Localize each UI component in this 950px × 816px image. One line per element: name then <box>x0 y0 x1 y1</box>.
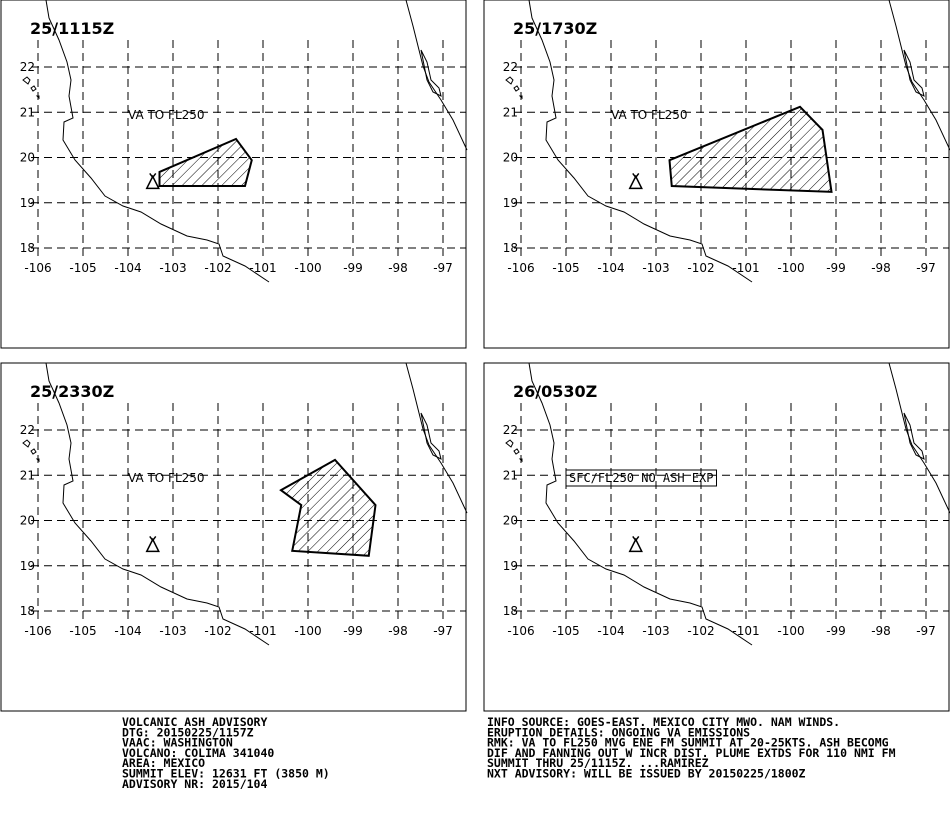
map-panel: -106 -105 -104 -103 -102 -101 -100 -99 -98 -97 18 1… <box>483 0 950 349</box>
volcano-symbol <box>145 535 160 553</box>
label-box <box>565 469 717 487</box>
advisory-line: RMK: VA TO FL250 MVG ENE FM SUMMIT AT 20… <box>487 736 889 750</box>
ash-area <box>279 458 377 557</box>
lat-tick-label: 21 <box>503 468 518 482</box>
lon-tick-label: -100 <box>777 261 804 275</box>
lat-tick-label: 20 <box>20 514 35 528</box>
lat-tick-label: 18 <box>503 604 518 618</box>
lon-tick-label: -105 <box>552 624 579 638</box>
lat-tick-label: 22 <box>20 423 35 437</box>
lon-tick-label: -98 <box>388 261 408 275</box>
advisory-line: VOLCANO: COLIMA 341040 <box>122 746 274 760</box>
advisory-line: ERUPTION DETAILS: ONGOING VA EMISSIONS <box>487 725 750 739</box>
lat-tick-label: 21 <box>20 105 35 119</box>
lat-tick-label: 20 <box>20 151 35 165</box>
panel-time: 26/0530Z <box>513 382 597 401</box>
panels: -106 -105 -104 -103 -102 -101 -100 -99 -98 -97 18 1… <box>0 0 950 712</box>
lon-tick-label: -103 <box>159 261 186 275</box>
ash-area <box>158 137 253 188</box>
lon-tick-label: -97 <box>433 261 453 275</box>
lon-tick-label: -97 <box>916 261 936 275</box>
panel-time: 25/1730Z <box>513 19 597 38</box>
lon-tick-label: -105 <box>69 261 96 275</box>
lon-tick-label: -101 <box>249 624 276 638</box>
panel-time: 25/2330Z <box>30 382 114 401</box>
lon-tick-label: -103 <box>159 624 186 638</box>
panel-label: VA TO FL250 <box>611 108 688 122</box>
lon-tick-label: -104 <box>114 261 141 275</box>
lon-tick-label: -105 <box>69 624 96 638</box>
lon-tick-label: -104 <box>597 624 624 638</box>
lon-tick-label: -101 <box>732 624 759 638</box>
lat-tick-label: 20 <box>503 151 518 165</box>
lon-tick-label: -104 <box>597 261 624 275</box>
lat-tick-label: 19 <box>20 196 35 210</box>
advisory-line: DTG: 20150225/1157Z <box>122 725 254 739</box>
map-panel: -106 -105 -104 -103 -102 -101 -100 -99 -98 -97 18 1… <box>0 0 468 349</box>
lon-tick-label: -101 <box>732 261 759 275</box>
lon-tick-label: -102 <box>204 261 231 275</box>
lat-tick-label: 22 <box>503 60 518 74</box>
lon-tick-label: -97 <box>916 624 936 638</box>
advisory-line: NXT ADVISORY: WILL BE ISSUED BY 20150225… <box>487 767 806 781</box>
lon-tick-label: -99 <box>826 261 846 275</box>
lon-tick-label: -98 <box>388 624 408 638</box>
lon-tick-label: -106 <box>24 624 51 638</box>
ash-area <box>668 105 833 193</box>
map-panel: -106 -105 -104 -103 -102 -101 -100 -99 -98 -97 18 1… <box>0 362 468 712</box>
panel-label: VA TO FL250 <box>128 471 205 485</box>
lon-tick-label: -106 <box>507 624 534 638</box>
lon-tick-label: -103 <box>642 624 669 638</box>
panel-border <box>483 362 950 712</box>
advisory-line: SUMMIT THRU 25/1115Z. ...RAMIREZ <box>487 756 709 770</box>
lon-tick-label: -99 <box>343 261 363 275</box>
lon-tick-label: -106 <box>507 261 534 275</box>
lat-tick-label: 19 <box>503 559 518 573</box>
lat-tick-label: 18 <box>20 241 35 255</box>
lon-tick-label: -100 <box>294 261 321 275</box>
lon-tick-label: -102 <box>687 624 714 638</box>
lat-tick-label: 18 <box>20 604 35 618</box>
advisory-line: DIF AND FANNING OUT W INCR DIST. PLUME E… <box>487 746 896 760</box>
lon-tick-label: -105 <box>552 261 579 275</box>
advisory-line: SUMMIT ELEV: 12631 FT (3850 M) <box>122 767 330 781</box>
lon-tick-label: -100 <box>294 624 321 638</box>
lat-tick-label: 21 <box>503 105 518 119</box>
panel-time: 25/1115Z <box>30 19 114 38</box>
advisory-line: ADVISORY NR: 2015/104 <box>122 777 267 791</box>
lon-tick-label: -98 <box>871 261 891 275</box>
lon-tick-label: -100 <box>777 624 804 638</box>
lon-tick-label: -102 <box>204 624 231 638</box>
lon-tick-label: -104 <box>114 624 141 638</box>
advisory-line: VOLCANIC ASH ADVISORY <box>122 715 267 729</box>
volcano-symbol <box>628 172 643 190</box>
lon-tick-label: -103 <box>642 261 669 275</box>
panel-label: SFC/FL250 NO ASH EXP <box>569 471 714 485</box>
panel-border <box>0 362 467 712</box>
volcano-symbol <box>628 535 643 553</box>
lat-tick-label: 18 <box>503 241 518 255</box>
lat-tick-label: 20 <box>503 514 518 528</box>
volcano-symbol <box>145 172 160 190</box>
lon-tick-label: -99 <box>343 624 363 638</box>
panel-label: VA TO FL250 <box>128 108 205 122</box>
advisory-line: VAAC: WASHINGTON <box>122 736 233 750</box>
lat-tick-label: 22 <box>503 423 518 437</box>
lon-tick-label: -98 <box>871 624 891 638</box>
lon-tick-label: -102 <box>687 261 714 275</box>
lon-tick-label: -101 <box>249 261 276 275</box>
lat-tick-label: 19 <box>20 559 35 573</box>
lat-tick-label: 21 <box>20 468 35 482</box>
lon-tick-label: -99 <box>826 624 846 638</box>
advisory-line: INFO SOURCE: GOES-EAST. MEXICO CITY MWO.… <box>487 715 840 729</box>
lat-tick-label: 19 <box>503 196 518 210</box>
advisory-line: AREA: MEXICO <box>122 756 205 770</box>
map-panel: -106 -105 -104 -103 -102 -101 -100 -99 -98 -97 18 1… <box>483 362 950 712</box>
lat-tick-label: 22 <box>20 60 35 74</box>
lon-tick-label: -106 <box>24 261 51 275</box>
lon-tick-label: -97 <box>433 624 453 638</box>
